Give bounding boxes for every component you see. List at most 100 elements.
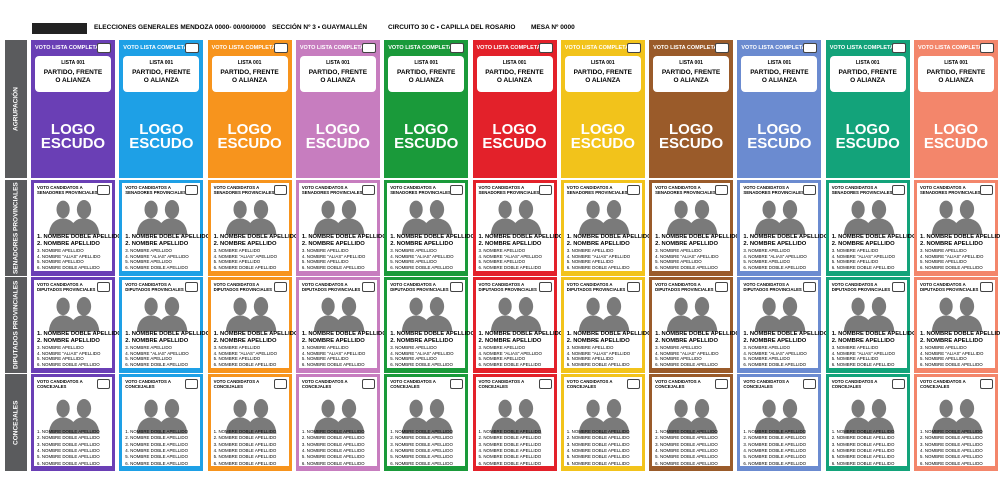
- section-checkbox[interactable]: [980, 185, 993, 195]
- candidate-photo: [666, 399, 718, 434]
- candidate-photo: [225, 399, 276, 434]
- candidate-name: 2. NOMBRE APELLIDO: [125, 241, 189, 247]
- section-checkbox[interactable]: [980, 282, 993, 292]
- section-checkbox[interactable]: [361, 379, 375, 389]
- section-label: VOTO CANDIDATOS A: [831, 282, 878, 287]
- section-checkbox[interactable]: [185, 282, 199, 292]
- list-number: LISTA 001: [679, 60, 703, 66]
- section-label: VOTO CANDIDATOS A: [743, 379, 790, 384]
- section-checkbox[interactable]: [715, 185, 729, 195]
- section-checkbox[interactable]: [185, 185, 199, 195]
- party-box: LISTA 001 PARTIDO, FRENTE O ALIANZA: [564, 56, 641, 92]
- section-checkbox[interactable]: [450, 379, 464, 389]
- candidate-name: 6. NOMBRE DOBLE APELLIDO: [301, 460, 365, 466]
- vote-all-checkbox[interactable]: [626, 43, 641, 53]
- section-checkbox[interactable]: [803, 379, 817, 389]
- section-checkbox[interactable]: [538, 379, 552, 389]
- candidate-section: VOTO CANDIDATOS A DIPUTADOS PROVINCIALES 1…: [649, 277, 740, 373]
- section-checkbox[interactable]: [538, 185, 552, 195]
- section-label: DIPUTADOS PROVINCIALES: [37, 287, 96, 292]
- section-checkbox[interactable]: [626, 379, 640, 389]
- vote-all-checkbox[interactable]: [450, 43, 465, 53]
- vote-all-checkbox[interactable]: [803, 43, 818, 53]
- candidate-photo: [137, 200, 188, 235]
- section-checkbox[interactable]: [626, 185, 640, 195]
- section-checkbox[interactable]: [97, 379, 110, 389]
- list-header: VOTO LISTA COMPLETA LISTA 001 PARTIDO, FRE…: [295, 40, 380, 178]
- vote-all-checkbox[interactable]: [361, 43, 376, 53]
- candidate-name: 3. NOMBRE APELLIDO: [566, 345, 614, 350]
- section-checkbox[interactable]: [97, 185, 110, 195]
- candidate-name: 3. NOMBRE APELLIDO: [37, 345, 84, 350]
- section-label: CONCEJALES: [920, 384, 950, 389]
- section-checkbox[interactable]: [626, 282, 640, 292]
- candidate-name: 2. NOMBRE APELLIDO: [831, 241, 895, 247]
- candidate-photo: [137, 399, 188, 434]
- logo-text: ESCUDO: [659, 135, 724, 152]
- candidate-name: 6. NOMBRE DOBLE APELLIDO: [213, 460, 277, 466]
- candidate-name: 2. NOMBRE DOBLE APELLIDO: [920, 435, 983, 441]
- candidate-photo: [490, 297, 541, 332]
- candidate-name: 4. NOMBRE "ALIAS" APELLIDO: [831, 350, 896, 356]
- section-checkbox[interactable]: [891, 185, 905, 195]
- candidate-section: VOTO CANDIDATOS A SENADORES PROVINCIALES 1…: [649, 180, 740, 276]
- candidate-name: 3. NOMBRE DOBLE APELLIDO: [37, 441, 100, 447]
- candidate-name: 5. NOMBRE DOBLE APELLIDO: [37, 454, 100, 460]
- section-checkbox[interactable]: [185, 379, 199, 389]
- candidate-name: 3. NOMBRE DOBLE APELLIDO: [301, 441, 365, 447]
- vote-all-checkbox[interactable]: [715, 43, 730, 53]
- section-checkbox[interactable]: [715, 282, 729, 292]
- vote-all-checkbox[interactable]: [891, 43, 906, 53]
- candidate-name: 4. NOMBRE DOBLE APELLIDO: [301, 447, 365, 453]
- logo-text: ESCUDO: [482, 135, 547, 152]
- section-checkbox[interactable]: [715, 379, 729, 389]
- vote-all-label: VOTO LISTA COMPLETA: [299, 45, 365, 51]
- logo-text: ESCUDO: [570, 135, 635, 152]
- candidate-name: 5. NOMBRE APELLIDO: [831, 356, 879, 362]
- section-checkbox[interactable]: [803, 282, 817, 292]
- section-label: DIPUTADOS PROVINCIALES: [655, 287, 714, 292]
- vote-all-checkbox[interactable]: [980, 43, 994, 53]
- section-checkbox[interactable]: [273, 185, 287, 195]
- section-checkbox[interactable]: [803, 185, 817, 195]
- logo-text: LOGO: [580, 121, 625, 138]
- list-header: VOTO LISTA COMPLETA LISTA 001 PARTIDO, FRE…: [914, 40, 998, 178]
- candidate-name: 6. NOMBRE DOBLE APELLIDO: [478, 460, 542, 466]
- logo-text: LOGO: [933, 121, 979, 138]
- candidate-name: 2. NOMBRE APELLIDO: [125, 338, 189, 344]
- vote-all-checkbox[interactable]: [185, 43, 200, 53]
- candidate-name: 5. NOMBRE APELLIDO: [37, 356, 84, 362]
- section-checkbox[interactable]: [97, 282, 110, 292]
- section-checkbox[interactable]: [273, 379, 287, 389]
- candidate-name: 3. NOMBRE APELLIDO: [213, 345, 261, 350]
- section-label: SENADORES PROVINCIALES: [37, 190, 98, 195]
- section-checkbox[interactable]: [450, 282, 464, 292]
- section-checkbox[interactable]: [450, 185, 464, 195]
- candidate-name: 6. NOMBRE DOBLE APELLIDO: [743, 361, 807, 367]
- candidate-name: 5. NOMBRE DOBLE APELLIDO: [478, 454, 542, 460]
- candidate-name: 3. NOMBRE APELLIDO: [301, 345, 349, 350]
- vote-all-checkbox[interactable]: [273, 43, 288, 53]
- candidate-name: 1. NOMBRE DOBLE APELLIDO: [478, 429, 542, 434]
- candidate-photo: [490, 200, 541, 235]
- candidate-name: 4. NOMBRE DOBLE APELLIDO: [655, 447, 718, 453]
- section-label: CONCEJALES: [390, 384, 420, 389]
- section-checkbox[interactable]: [538, 282, 552, 292]
- candidate-name: 3. NOMBRE APELLIDO: [655, 345, 702, 350]
- section-checkbox[interactable]: [361, 282, 375, 292]
- section-checkbox[interactable]: [980, 379, 993, 389]
- section-label: SENADORES PROVINCIALES: [390, 190, 451, 195]
- section-checkbox[interactable]: [891, 379, 905, 389]
- vote-all-checkbox[interactable]: [97, 43, 111, 53]
- section-checkbox[interactable]: [273, 282, 287, 292]
- section-checkbox[interactable]: [891, 282, 905, 292]
- vote-all-checkbox[interactable]: [538, 43, 553, 53]
- party-name: O ALIANZA: [143, 77, 179, 84]
- candidate-section: VOTO CANDIDATOS A CONCEJALES 1. NOMBRE DOB…: [119, 374, 204, 471]
- section-label: DIPUTADOS PROVINCIALES: [478, 287, 537, 292]
- vote-all-label: VOTO LISTA COMPLETA: [829, 45, 894, 51]
- candidate-name: 2. NOMBRE DOBLE APELLIDO: [655, 435, 718, 441]
- candidate-name: 6. NOMBRE DOBLE APELLIDO: [478, 361, 542, 367]
- section-checkbox[interactable]: [361, 185, 375, 195]
